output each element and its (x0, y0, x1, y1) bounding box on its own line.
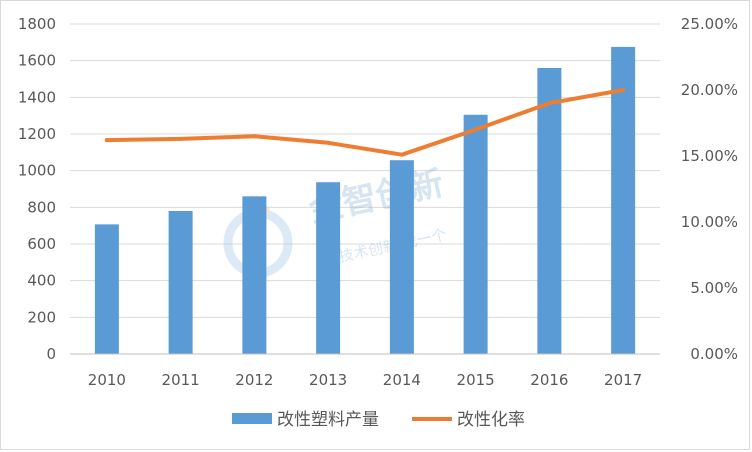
bar (389, 160, 414, 354)
line-series (104, 88, 626, 157)
bar (94, 224, 119, 354)
y-left-tick-label: 200 (27, 308, 56, 326)
bar (168, 211, 193, 354)
y-right-tick-label: 20.00% (681, 81, 738, 99)
x-tick-label: 2013 (309, 371, 347, 389)
y-right-tick-label: 25.00% (681, 15, 738, 33)
legend-line-label: 改性化率 (457, 410, 525, 430)
y-right-tick-label: 0.00% (690, 345, 738, 363)
line-series-path (104, 88, 626, 157)
bar (316, 182, 341, 354)
y-left-tick-label: 400 (27, 272, 56, 290)
x-tick-label: 2015 (457, 371, 495, 389)
y-right-tick-label: 5.00% (690, 279, 738, 297)
x-tick-label: 2016 (530, 371, 568, 389)
legend-bar-swatch (232, 413, 272, 424)
legend: 改性塑料产量 改性化率 (232, 410, 525, 430)
bar (242, 196, 267, 354)
x-axis: 2010 2011 2012 2013 2014 2015 2016 2017 (70, 353, 660, 389)
y-right-tick-label: 10.00% (681, 213, 738, 231)
y-left-tick-label: 1400 (18, 88, 56, 106)
y-left-tick-label: 1600 (18, 52, 56, 70)
line-point (326, 140, 331, 145)
y-left-tick-label: 0 (46, 345, 56, 363)
y-left-tick-label: 600 (27, 235, 56, 253)
x-tick-label: 2012 (235, 371, 273, 389)
x-tick-label: 2010 (88, 371, 126, 389)
bar (611, 46, 636, 355)
line-point (178, 136, 183, 141)
line-point (399, 152, 404, 157)
y-right-tick-label: 15.00% (681, 147, 738, 165)
line-point (104, 138, 109, 143)
y-left-tick-label: 1800 (18, 15, 56, 33)
bar (537, 68, 562, 354)
y-axis-right: 0.00% 5.00% 10.00% 15.00% 20.00% 25.00% (681, 15, 738, 363)
y-axis-left: 0 200 400 600 800 1000 1200 1400 1600 1800 (18, 15, 56, 363)
legend-bar-label: 改性塑料产量 (277, 410, 379, 430)
y-left-tick-label: 800 (27, 198, 56, 216)
line-point (473, 127, 478, 132)
y-left-tick-label: 1200 (18, 125, 56, 143)
x-tick-label: 2011 (162, 371, 200, 389)
line-point (547, 101, 552, 106)
bar-series (94, 46, 636, 355)
y-left-tick-label: 1000 (18, 162, 56, 180)
line-point (621, 88, 626, 92)
x-tick-label: 2014 (383, 371, 421, 389)
bar (463, 114, 488, 354)
x-tick-label: 2017 (604, 371, 642, 389)
line-point (252, 134, 257, 139)
